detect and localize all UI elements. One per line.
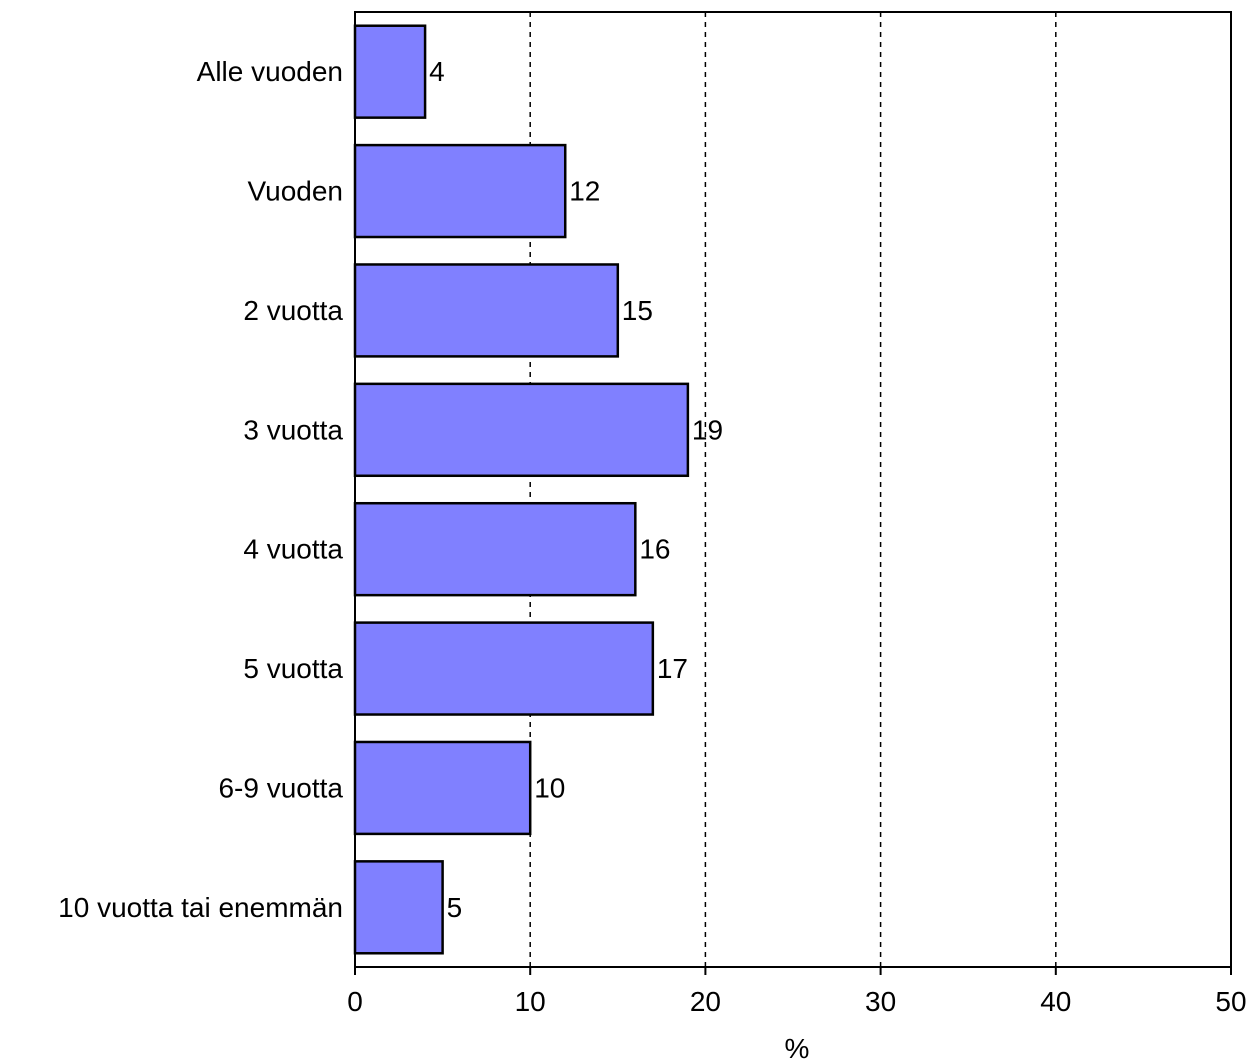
category-label: 6-9 vuotta	[218, 772, 343, 803]
bar	[353, 860, 444, 955]
x-axis-ticks	[354, 967, 1232, 975]
data-label: 4	[429, 56, 445, 87]
category-label: 4 vuotta	[243, 534, 343, 565]
data-label: 15	[622, 295, 653, 326]
bar	[353, 740, 532, 836]
category-label: Alle vuoden	[197, 56, 343, 87]
data-label: 12	[569, 176, 600, 207]
x-tick-label: 10	[515, 986, 546, 1017]
bars	[353, 24, 690, 955]
labels: Alle vuoden 4 Vuoden 12 2 vuotta 15 3 vuotta 19…	[58, 56, 1246, 1017]
category-label: 2 vuotta	[243, 295, 343, 326]
x-tick-label: 50	[1215, 986, 1246, 1017]
category-label: 5 vuotta	[243, 653, 343, 684]
bar	[353, 382, 690, 478]
bar	[353, 263, 620, 358]
category-label: 3 vuotta	[243, 414, 343, 445]
data-label: 19	[692, 414, 723, 445]
bar	[353, 621, 655, 716]
x-tick-label: 20	[690, 986, 721, 1017]
data-label: 5	[447, 892, 463, 923]
bar	[353, 24, 427, 119]
plot-frame	[354, 11, 1232, 968]
bar	[353, 501, 637, 597]
bar	[353, 143, 567, 239]
category-label: 10 vuotta tai enemmän	[58, 892, 343, 923]
x-tick-label: 30	[865, 986, 896, 1017]
x-axis-title: %	[785, 1033, 810, 1063]
data-label: 16	[639, 534, 670, 565]
category-label: Vuoden	[248, 176, 344, 207]
x-tick-label: 40	[1040, 986, 1071, 1017]
x-tick-label: 0	[347, 986, 363, 1017]
data-label: 10	[534, 772, 565, 803]
data-label: 17	[657, 653, 688, 684]
